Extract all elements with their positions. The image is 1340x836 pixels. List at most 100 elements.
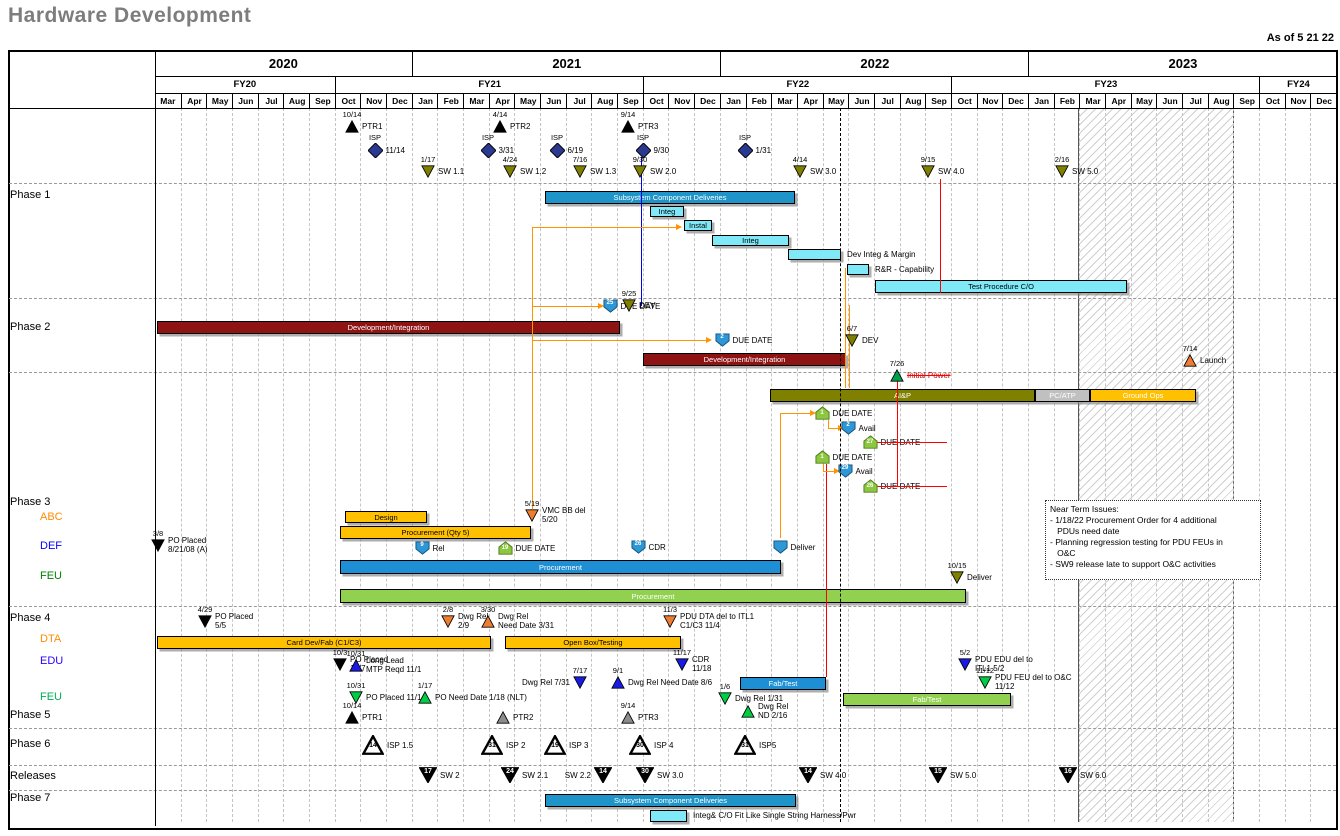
- connector-line: [823, 464, 824, 471]
- milestone-date: 9/25: [621, 288, 637, 298]
- month-gridline: [1156, 108, 1158, 822]
- header-line: [8, 108, 1336, 109]
- month-gridline: [309, 108, 311, 822]
- milestone-number: 14: [804, 768, 812, 776]
- milestone-number: 19: [501, 544, 509, 551]
- milestone: 17: [418, 767, 438, 785]
- gantt-bar-label: Development/Integration: [347, 323, 430, 332]
- gantt-bar-label: Procurement (Qty 5): [401, 528, 470, 537]
- header-month-cell: Mar: [771, 93, 798, 108]
- header-month-cell: Aug: [283, 93, 310, 108]
- connector-line: [532, 306, 598, 307]
- milestone: [503, 164, 517, 178]
- header-month-cell: May: [514, 93, 541, 108]
- milestone-date: 10/31: [346, 648, 366, 658]
- page-title: Hardware Development: [8, 4, 252, 27]
- month-gridline: [1079, 108, 1081, 822]
- month-gridline: [668, 108, 670, 822]
- month-gridline: [925, 108, 927, 822]
- milestone-label: PO Placed 8/21/08 (A): [168, 536, 208, 555]
- milestone: [493, 119, 507, 133]
- milestone-label: PO Need Date 1/18 (NLT): [435, 692, 527, 702]
- gantt-bar: Integ: [650, 206, 684, 217]
- month-gridline: [1002, 108, 1004, 822]
- milestone: [345, 119, 359, 133]
- milestone-label: DUE DATE: [732, 335, 773, 345]
- gantt-bar: Procurement (Qty 5): [340, 526, 531, 539]
- month-gridline: [694, 108, 696, 822]
- month-gridline: [796, 108, 798, 822]
- milestone: [890, 368, 904, 382]
- milestone: [496, 710, 510, 724]
- header-month-cell: Oct: [1258, 93, 1286, 108]
- milestone: [573, 675, 587, 689]
- month-gridline: [899, 108, 901, 822]
- milestone-number: 31: [741, 742, 749, 749]
- milestone-label: Rel: [432, 543, 445, 553]
- month-gridline: [1207, 108, 1209, 822]
- gantt-bar-label: Card Dev/Fab (C1/C3): [286, 638, 362, 647]
- milestone-label: ISP 3: [569, 740, 589, 750]
- milestone-label: DUE DATE: [880, 481, 921, 491]
- milestone-date: 4/29: [197, 604, 213, 614]
- milestone: [741, 704, 755, 718]
- milestone: [621, 710, 635, 724]
- milestone-label: PTR2: [510, 121, 531, 131]
- header-month-cell: Dec: [694, 93, 721, 108]
- chart-frame: [8, 50, 1338, 830]
- header-month-cell: Nov: [1284, 93, 1312, 108]
- milestone-date: 9/1: [612, 665, 624, 675]
- milestone: [611, 675, 625, 689]
- gantt-bar: Design: [345, 511, 427, 523]
- milestone: [921, 164, 935, 178]
- milestone-label: Dwg Rel Need Date 3/31: [498, 612, 555, 631]
- gantt-bar: Instal: [684, 220, 712, 231]
- milestone-number: 14: [599, 768, 607, 776]
- milestone: [958, 657, 972, 671]
- milestone-label: Dwg Rel ND 2/16: [758, 702, 789, 721]
- milestone-label: 1/31: [755, 145, 772, 155]
- milestone-label: PTR3: [638, 712, 659, 722]
- gantt-bar: Subsystem Component Deliveries: [545, 191, 795, 204]
- month-gridline: [745, 108, 747, 822]
- milestone-label: ISP 1.5: [387, 740, 414, 750]
- gantt-bar-label: Fab/Test: [768, 679, 798, 688]
- milestone: [418, 690, 432, 704]
- header-line: [155, 93, 1336, 94]
- milestone-number: 1: [820, 409, 824, 416]
- gantt-bar-label: Subsystem Component Deliveries: [614, 796, 727, 805]
- gantt-bar-label: R&R - Capability: [875, 265, 935, 274]
- header-month-cell: Jun: [232, 93, 259, 108]
- milestone-date: 5/2: [959, 647, 971, 657]
- month-gridline: [1258, 108, 1260, 822]
- phase-row-label: Phase 1: [10, 189, 51, 201]
- month-gridline: [617, 108, 619, 822]
- connector-line: [532, 227, 533, 509]
- milestone-label: PDU FEU del to O&C 11/12: [995, 673, 1072, 692]
- month-gridline: [950, 108, 952, 822]
- month-gridline: [1027, 108, 1029, 822]
- milestone-label: SW 1.2: [520, 166, 547, 176]
- gantt-bar-label: Procurement: [539, 562, 582, 572]
- row-separator: [9, 372, 1336, 373]
- gantt-bar-label: Integ: [658, 207, 676, 216]
- milestone-label: ISP5: [759, 740, 777, 750]
- header-month-cell: May: [822, 93, 850, 108]
- milestone: [151, 538, 165, 552]
- header-fy-cell: FY24: [1258, 76, 1337, 93]
- connector-line: [641, 157, 642, 306]
- milestone-label: DUE DATE: [832, 408, 873, 418]
- gantt-bar: AI&P: [770, 389, 1035, 402]
- row-separator: [9, 183, 1336, 184]
- header-month-cell: Jun: [1156, 93, 1183, 108]
- milestone: [1055, 164, 1069, 178]
- milestone: [573, 164, 587, 178]
- milestone-date: 4/14: [492, 109, 508, 119]
- milestone: [633, 164, 647, 178]
- connector-line: [875, 442, 947, 443]
- milestone-label: DUE DATE: [880, 437, 921, 447]
- connector-arrowhead: [834, 468, 840, 474]
- gantt-bar: [650, 810, 687, 822]
- month-gridline: [1181, 108, 1183, 822]
